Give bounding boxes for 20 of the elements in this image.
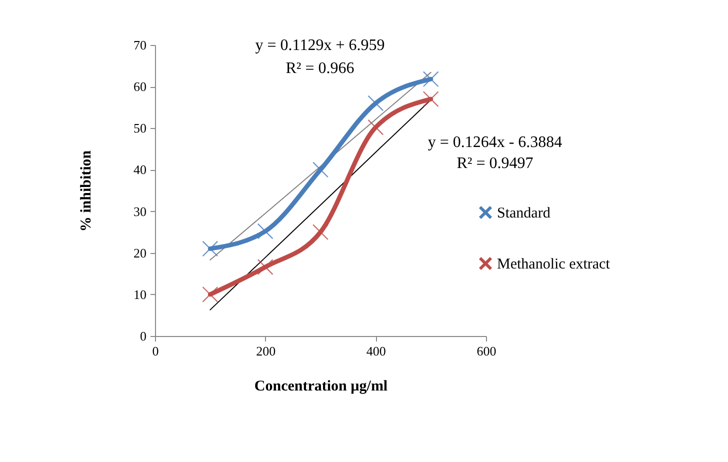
y-tick-label: 10	[134, 286, 146, 302]
legend-label: Methanolic extract	[497, 256, 611, 272]
annotation: R² = 0.966	[286, 60, 354, 77]
legend-label: Standard	[497, 206, 551, 222]
y-tick-label: 20	[134, 245, 146, 260]
annotation: y = 0.1264x - 6.3884	[428, 134, 562, 151]
y-tick-label: 60	[134, 79, 146, 94]
y-tick-label: 30	[134, 204, 146, 219]
y-tick-label: 0	[140, 328, 146, 344]
x-axis-title: Concentration µg/ml	[254, 378, 388, 394]
x-tick-label: 400	[366, 344, 386, 358]
y-tick-label: 40	[134, 162, 146, 178]
y-tick-label: 70	[134, 38, 146, 52]
y-tick-label: 50	[134, 120, 146, 136]
y-axis-title: % inhibition	[78, 150, 94, 232]
x-tick-label: 600	[476, 344, 496, 358]
annotation: R² = 0.9497	[456, 155, 534, 172]
x-tick-label: 0	[152, 344, 159, 358]
x-tick-label: 200	[256, 344, 276, 358]
annotation: y = 0.1129x + 6.959	[255, 37, 385, 54]
